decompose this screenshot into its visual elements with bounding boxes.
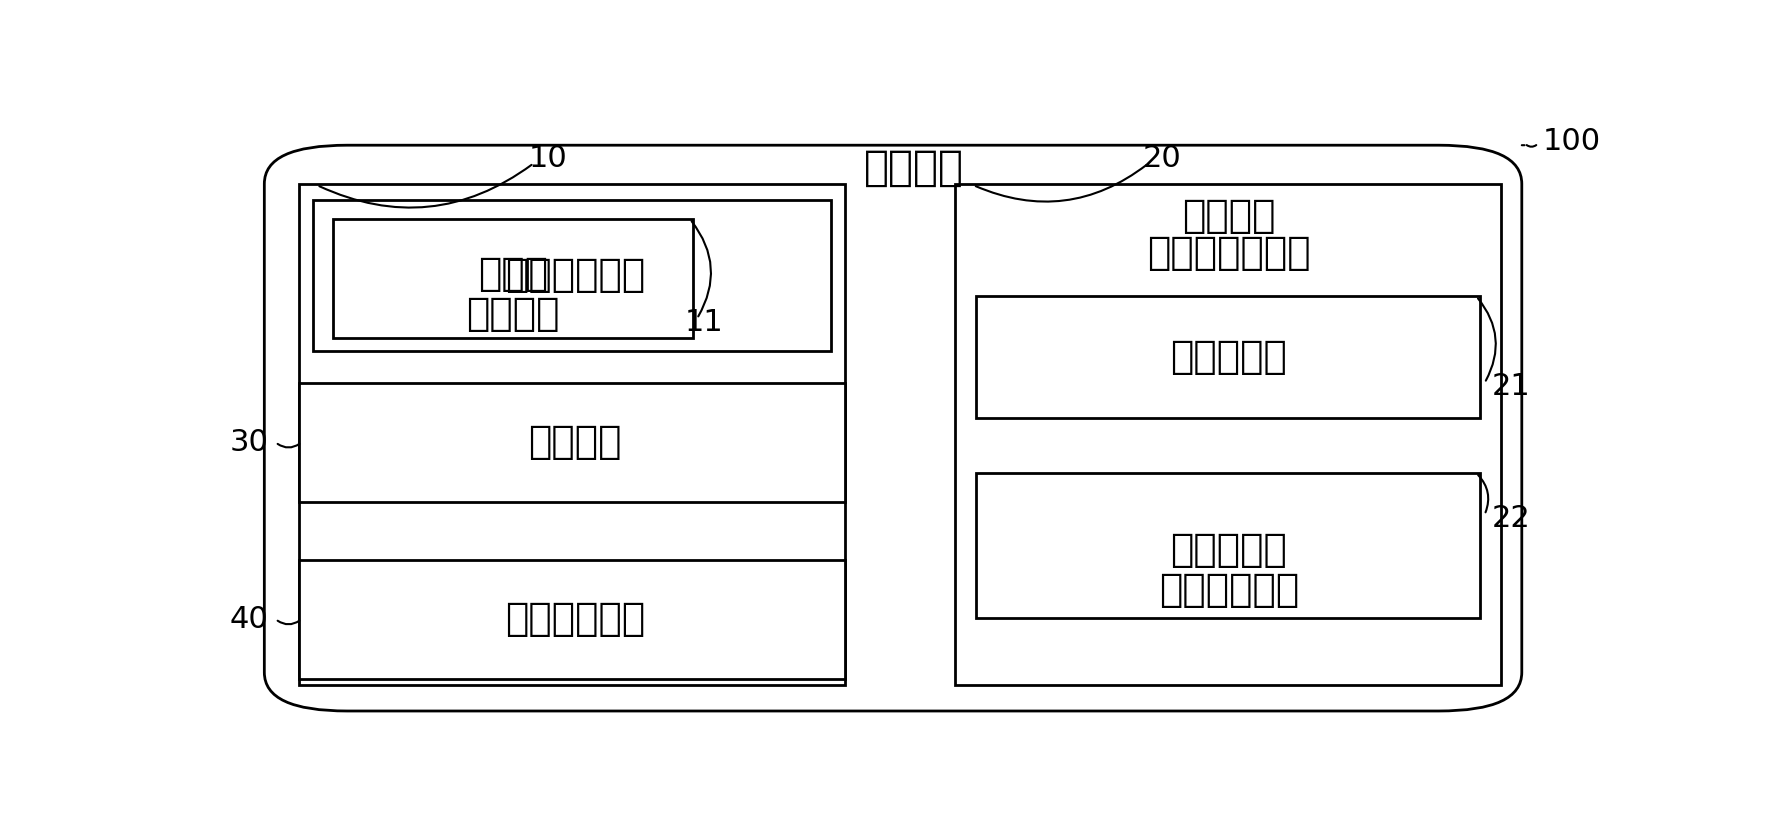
Text: 30: 30 — [230, 428, 269, 457]
Text: 40: 40 — [230, 605, 269, 634]
Text: 第一查: 第一查 — [478, 255, 547, 293]
Text: 式提供子模块: 式提供子模块 — [1158, 571, 1299, 609]
FancyBboxPatch shape — [299, 184, 845, 686]
FancyBboxPatch shape — [299, 383, 845, 502]
Text: 第一获取模块: 第一获取模块 — [504, 256, 645, 294]
Text: 20: 20 — [1142, 144, 1181, 173]
FancyBboxPatch shape — [975, 473, 1479, 618]
Text: 询子模块: 询子模块 — [467, 295, 560, 332]
Text: 同步模块: 同步模块 — [527, 423, 622, 461]
Text: 100: 100 — [1541, 128, 1600, 156]
Text: 方式提供子模块: 方式提供子模块 — [1146, 235, 1310, 272]
Text: 分析子模块: 分析子模块 — [1169, 338, 1287, 377]
FancyBboxPatch shape — [975, 296, 1479, 418]
Text: 优先通信方: 优先通信方 — [1169, 531, 1287, 569]
Text: 11: 11 — [684, 307, 723, 337]
FancyBboxPatch shape — [333, 219, 691, 338]
Text: 22: 22 — [1490, 504, 1529, 533]
FancyBboxPatch shape — [312, 200, 830, 351]
FancyBboxPatch shape — [264, 145, 1522, 711]
FancyBboxPatch shape — [955, 184, 1500, 686]
Text: 10: 10 — [527, 144, 567, 173]
Text: 优先通信: 优先通信 — [1181, 197, 1274, 235]
FancyBboxPatch shape — [299, 560, 845, 679]
Text: 21: 21 — [1490, 372, 1529, 401]
Text: 第二获取模块: 第二获取模块 — [504, 600, 645, 638]
Text: 通信终端: 通信终端 — [862, 147, 964, 189]
